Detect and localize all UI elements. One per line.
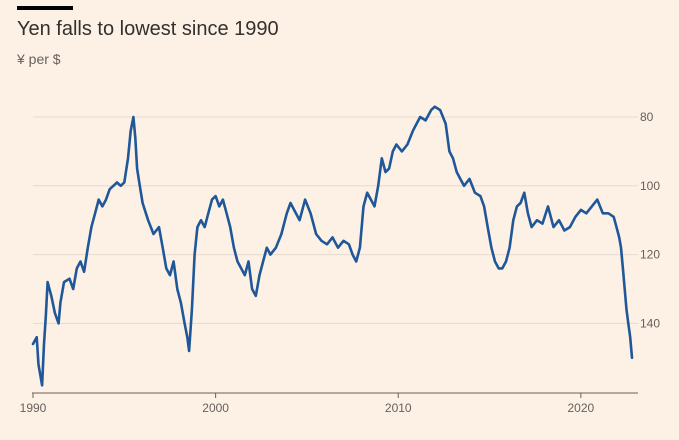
series-line-yen-per-dollar — [31, 105, 634, 387]
x-tick-label: 1990 — [20, 401, 47, 415]
y-tick-label: 100 — [640, 179, 660, 193]
chart-title: Yen falls to lowest since 1990 — [17, 18, 279, 40]
y-tick-label: 140 — [640, 316, 660, 330]
x-tick-label: 2020 — [568, 401, 595, 415]
chart-subtitle: ¥ per $ — [17, 51, 61, 67]
x-tick-label: 2010 — [385, 401, 412, 415]
y-tick-label: 80 — [640, 110, 654, 124]
x-tick-label: 2000 — [202, 401, 229, 415]
top-rule — [17, 6, 73, 10]
y-tick-label: 120 — [640, 248, 660, 262]
